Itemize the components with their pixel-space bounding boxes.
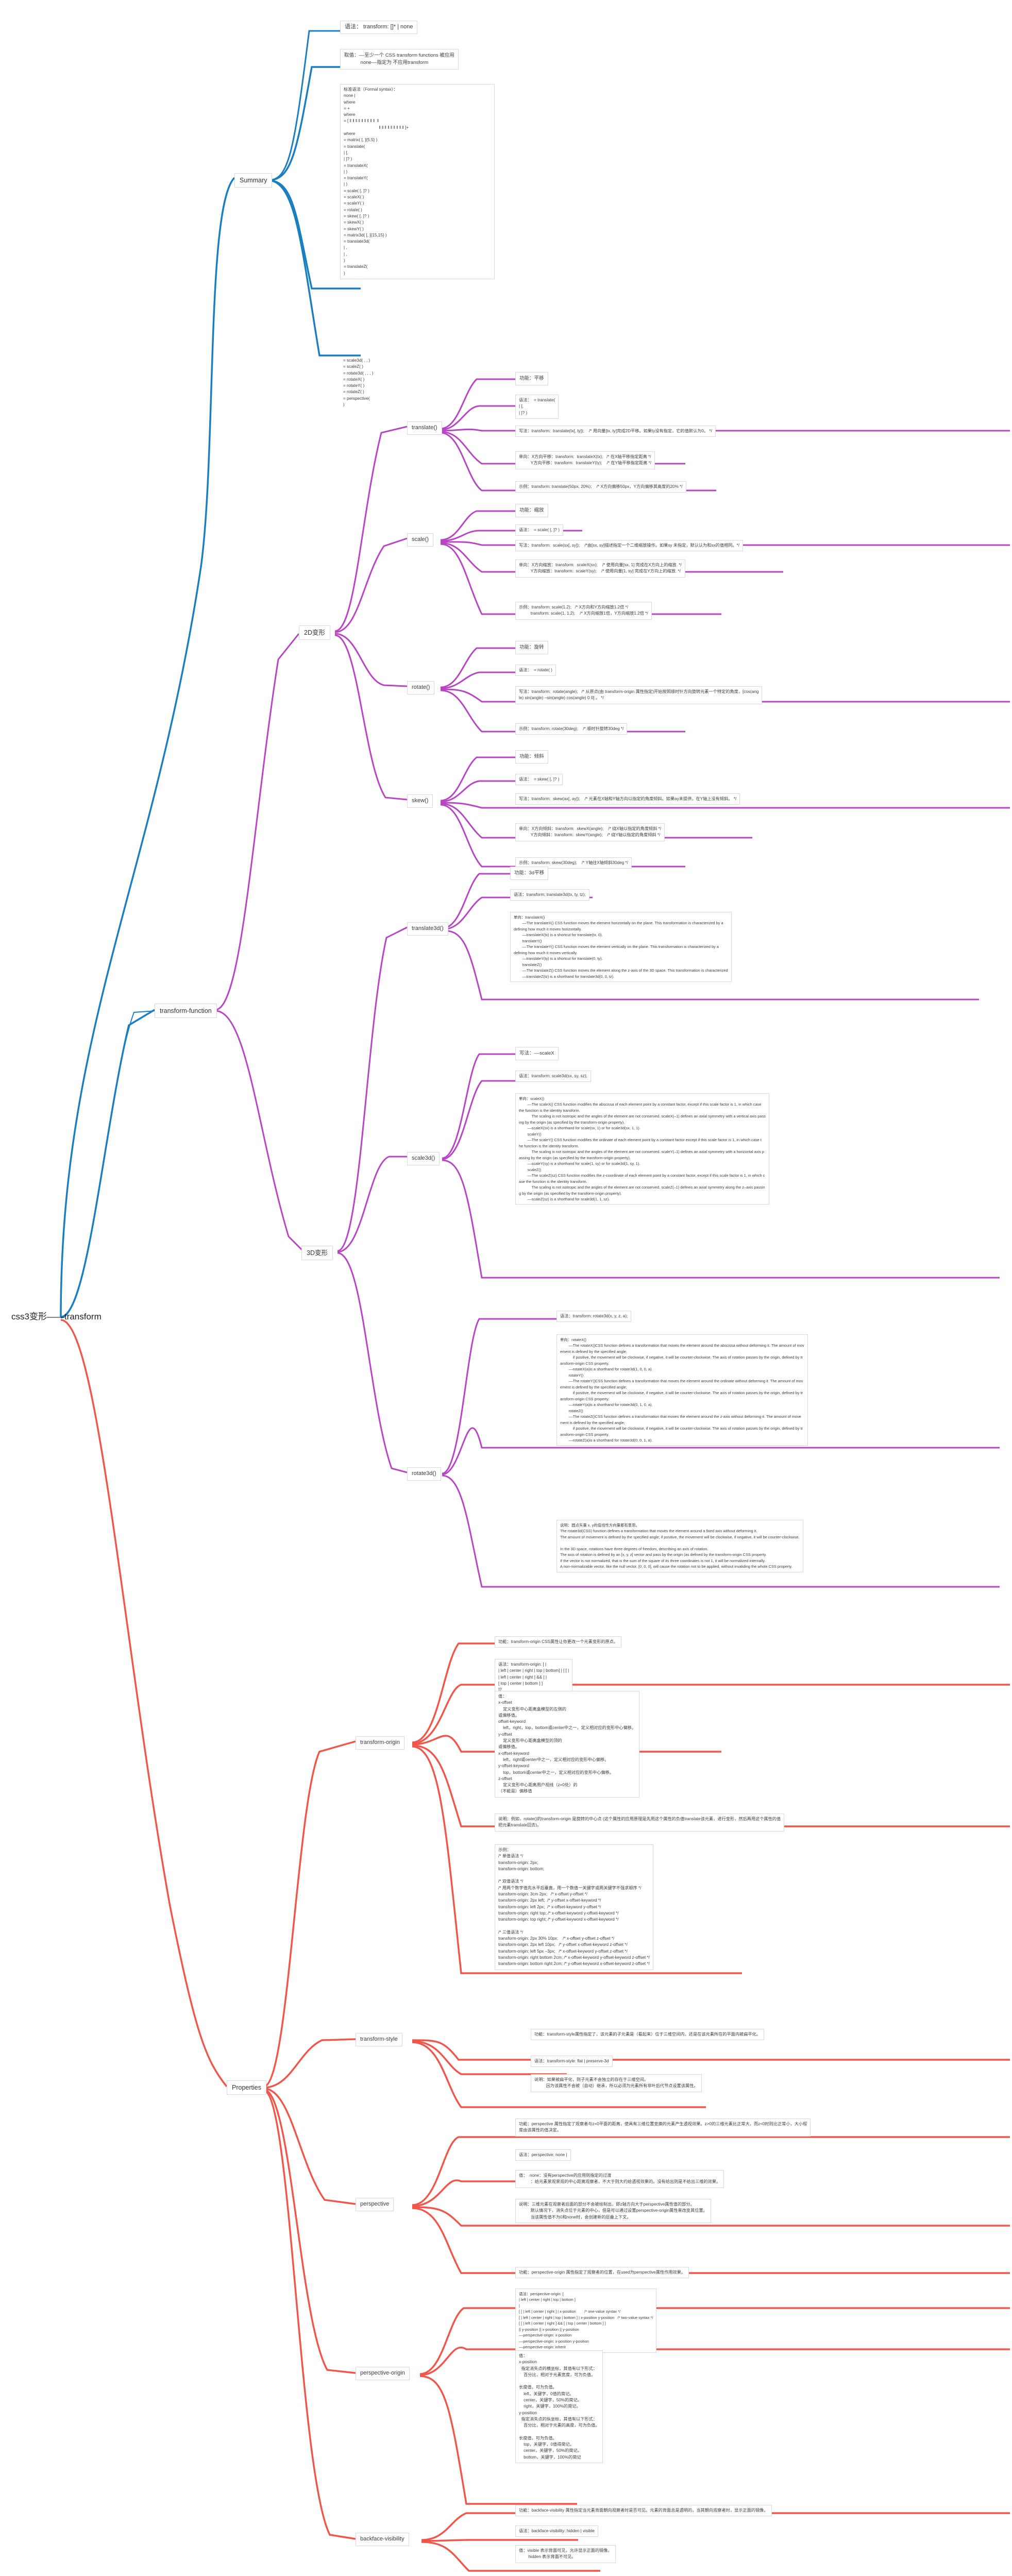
summary-values[interactable]: 取值：––至少一个 CSS transform functions 被应用 no… (340, 49, 459, 70)
prop-transform-origin[interactable]: transform-origin (356, 1736, 405, 1750)
summary-syntax[interactable]: 语法： transform: []* | none (340, 21, 418, 34)
translate-single-axis[interactable]: 单向：X方向平移：transform: translateX(tx); /* 在… (515, 451, 655, 469)
root-node[interactable]: css3变形——transform (11, 1312, 102, 1321)
transform-style-feature[interactable]: 功能：transform-style属性指定了，该元素的子元素是（看起来）位于三… (531, 2029, 764, 2041)
branch-3d[interactable]: 3D变形 (301, 1246, 333, 1261)
branch-2d[interactable]: 2D变形 (299, 625, 330, 640)
translate-feature[interactable]: 功能：平移 (515, 372, 548, 385)
rotate3d-syntax[interactable]: 语法：transform: rotate3d(x, y, z, a); (556, 1311, 632, 1323)
fn-rotate[interactable]: rotate() (407, 681, 435, 694)
perspective-feature[interactable]: 功能：perspective 属性指定了观察者与z=0平面的距离，使具有三维位置… (515, 2119, 811, 2137)
fn-scale[interactable]: scale() (407, 533, 434, 547)
backface-visibility-syntax[interactable]: 语法：backface-visibility: hidden | visible (515, 2526, 598, 2537)
rotate-syntax[interactable]: 语法： = rotate( ) (515, 665, 556, 676)
fn-skew[interactable]: skew() (407, 794, 433, 808)
branch-summary[interactable]: Summary (234, 173, 273, 188)
translate-example[interactable]: 示例：transform: translate(50px, 20%); /* X… (515, 481, 686, 493)
fn-rotate3d[interactable]: rotate3d() (407, 1467, 441, 1481)
perspective-origin-values[interactable]: 值： x-position 指定消失点的横坐标，其值有以下形式： 百分比，相对于… (515, 2350, 603, 2464)
transform-origin-syntax[interactable]: 语法：transform-origin: [ | | left | center… (495, 1659, 573, 1696)
fn-translate[interactable]: translate() (407, 421, 442, 435)
skew-single-axis[interactable]: 单向：X方向倾斜：transform: skewX(angle); /* 绕X轴… (515, 823, 665, 841)
rotate-example[interactable]: 示例：transform: rotate(30deg); /* 顺时针旋转30d… (515, 723, 628, 735)
prop-transform-style[interactable]: transform-style (356, 2033, 402, 2046)
rotate-feature[interactable]: 功能：旋转 (515, 641, 548, 654)
prop-perspective[interactable]: perspective (356, 2198, 394, 2211)
translate-usage[interactable]: 写法：transform: translate(tx[, ty]); /* 用向… (515, 426, 716, 437)
transform-origin-values[interactable]: 值： x-offset 定义变形中心距离盒模型的左侧的 或偏移值。 offset… (495, 1691, 640, 1798)
scale-single-axis[interactable]: 单向：X方向缩放：transform: scaleX(sx); /* 使用向量[… (515, 560, 685, 578)
rotate-usage[interactable]: 写法：transform: rotate(angle); /* 从原点(由 tr… (515, 686, 763, 704)
translate3d-single-axis[interactable]: 单向：translateX() ––The translateX() CSS f… (510, 912, 732, 982)
rotate3d-note[interactable]: 说明：圆点矢量 x, y的值线性方向量都有意思。 The rotate3d(CS… (556, 1520, 803, 1572)
perspective-note[interactable]: 说明：三维元素在观察者后面的部分不会被绘制出，即z轴方向大于perspectiv… (515, 2199, 711, 2223)
scale-syntax[interactable]: 语法： = scale( [, ]? ) (515, 524, 563, 536)
transform-origin-note[interactable]: 说明：例如，rotate()的transform-origin 是旋转的中心点 … (495, 1814, 785, 1832)
scale3d-usage[interactable]: 写法：––scaleX (515, 1047, 559, 1060)
skew-syntax[interactable]: 语法： = skew( [, ]? ) (515, 774, 563, 786)
perspective-syntax[interactable]: 语法：perspective: none | (515, 2149, 571, 2161)
transform-origin-feature[interactable]: 功能：transform-origin CSS属性让你更改一个元素变形的原点。 (495, 1636, 622, 1648)
backface-visibility-values[interactable]: 值：visible 表示背面可见，允许显示正面的镜像。 hidden 表示背面不… (515, 2545, 616, 2563)
skew-feature[interactable]: 功能：倾斜 (515, 750, 548, 764)
perspective-origin-syntax[interactable]: 语法：perspective-origin: [ | left | center… (515, 2289, 657, 2353)
scale-example[interactable]: 示例：transform: scale(1.2); /* X方向和Y方向缩放1.… (515, 602, 652, 620)
summary-formal-syntax-tail[interactable]: = scale3d( , , ) = scaleZ( ) = rotate3d(… (343, 358, 374, 408)
perspective-origin-feature[interactable]: 功能：perspective-origin 属性指定了观察者的位置，在used为… (515, 2267, 689, 2279)
scale-usage[interactable]: 写法：transform: scale(sx[, sy]); /*由[sx, s… (515, 540, 744, 552)
translate3d-syntax[interactable]: 语法：transform: translate3d(tx, ty, tz); (510, 889, 589, 901)
fn-scale3d[interactable]: scale3d() (407, 1152, 440, 1165)
transform-origin-example[interactable]: 示例： /* 单值语法 */ transform-origin: 2px; tr… (495, 1844, 653, 1970)
backface-visibility-feature[interactable]: 功能：backface-visibility 属性指定当元素背面朝向观察者时是否… (515, 2505, 772, 2517)
branch-properties[interactable]: Properties (227, 2080, 266, 2095)
translate-syntax[interactable]: 语法： = translate( | [, | ]? ) (515, 395, 559, 419)
scale-feature[interactable]: 功能：缩放 (515, 504, 548, 517)
transform-style-note[interactable]: 说明：如果被扁平化，则子元素不会独立的存在于三维空间。 因为该属性不会被（自动）… (531, 2074, 702, 2092)
skew-example[interactable]: 示例：transform: skew(30deg); /* Y轴往X轴倾斜30d… (515, 857, 632, 869)
branch-transform-function[interactable]: transform-function (155, 1004, 217, 1019)
prop-perspective-origin[interactable]: perspective-origin (356, 2367, 410, 2380)
scale3d-syntax[interactable]: 语法：transform: scale3d(sx, sy, sz); (515, 1071, 591, 1082)
scale3d-single-axis[interactable]: 单向：scaleX() ––The scaleX() CSS function … (515, 1093, 769, 1205)
skew-usage[interactable]: 写法：transform: skew(ax[, ay]); /* 元素在X轴和Y… (515, 793, 740, 805)
rotate3d-single-axis[interactable]: 单向：rotateX() ––The rotateX()CSS function… (556, 1334, 808, 1446)
translate3d-feature[interactable]: 功能：3d平移 (510, 867, 549, 880)
fn-translate3d[interactable]: translate3d() (407, 922, 448, 936)
perspective-values[interactable]: 值： none：没有perspective的应用则指定的过渡 ：给元素景观景观的… (515, 2170, 724, 2188)
transform-style-syntax[interactable]: 语法：transform-style: flat | preserve-3d (531, 2056, 613, 2067)
prop-backface-visibility[interactable]: backface-visibility (356, 2533, 409, 2546)
summary-formal-syntax[interactable]: 标准语法（Formal syntax）： none | where = + wh… (340, 84, 495, 279)
